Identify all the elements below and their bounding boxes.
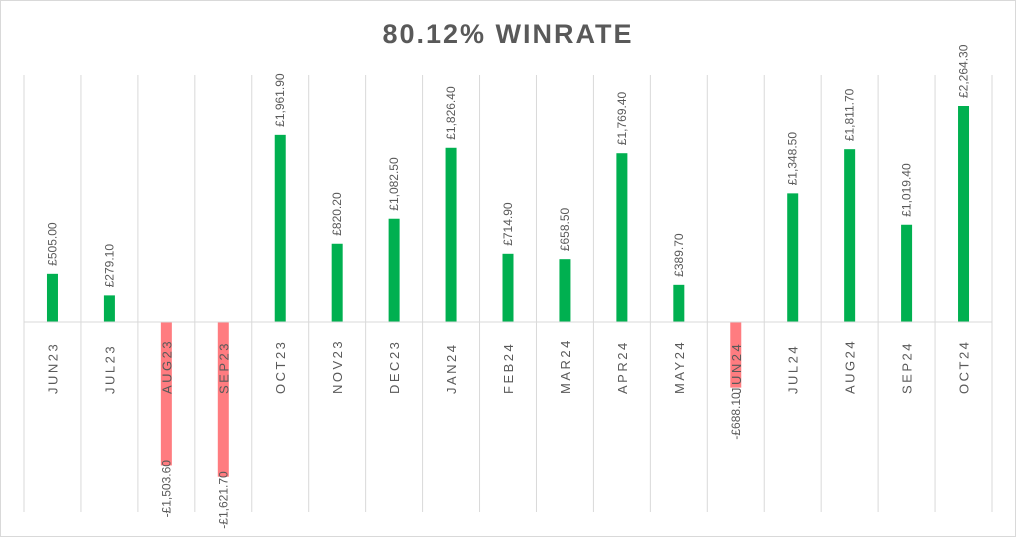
category-label: OCT24 <box>957 340 972 394</box>
value-label: -£1,503.60 <box>159 460 173 518</box>
bar-jul23 <box>103 295 115 322</box>
category-label: DEC23 <box>387 340 402 394</box>
value-label: £1,961.90 <box>273 73 287 127</box>
category-label: JUN23 <box>45 342 60 394</box>
bar-apr24 <box>616 153 628 322</box>
category-label: SEP24 <box>900 341 915 394</box>
bar-sep24 <box>901 224 913 322</box>
bar-aug24 <box>844 149 856 322</box>
bar-jul24 <box>787 193 799 322</box>
bar-oct24 <box>958 106 970 322</box>
category-label: APR24 <box>615 340 630 394</box>
chart-title: 80.12% WINRATE <box>382 19 634 49</box>
value-label: £279.10 <box>102 244 116 288</box>
category-label: NOV23 <box>330 339 345 394</box>
value-label: -£1,621.70 <box>216 471 230 529</box>
category-label: SEP23 <box>216 341 231 394</box>
bar-jun24 <box>730 322 742 388</box>
bar-nov23 <box>331 243 343 322</box>
value-label: £389.70 <box>672 233 686 277</box>
value-label: £1,348.50 <box>786 132 800 186</box>
value-label: £658.50 <box>558 207 572 251</box>
value-label: £1,082.50 <box>387 157 401 211</box>
value-label: £1,769.40 <box>615 91 629 145</box>
bar-jun23 <box>46 273 58 322</box>
bar-sep23 <box>217 322 229 477</box>
category-label: OCT23 <box>273 340 288 394</box>
bar-feb24 <box>502 253 514 322</box>
category-label: FEB24 <box>501 342 516 394</box>
bar-mar24 <box>559 259 571 322</box>
category-label: AUG23 <box>159 339 174 394</box>
value-label: £714.90 <box>501 202 515 246</box>
category-label: JUL24 <box>786 344 801 394</box>
value-label: -£688.10 <box>729 392 743 440</box>
category-label: JUL23 <box>102 344 117 394</box>
value-label: £1,811.70 <box>843 88 857 141</box>
bar-aug23 <box>160 322 172 466</box>
value-label: £505.00 <box>45 222 59 266</box>
category-label: AUG24 <box>843 339 858 394</box>
value-label: £1,019.40 <box>900 163 914 217</box>
bar-may24 <box>673 284 685 322</box>
bar-dec23 <box>388 218 400 322</box>
bar-oct23 <box>274 134 286 322</box>
bar-jan24 <box>445 147 457 322</box>
category-label: MAR24 <box>558 338 573 394</box>
category-label: JAN24 <box>444 342 459 394</box>
value-label: £1,826.40 <box>444 86 458 140</box>
value-label: £820.20 <box>330 192 344 236</box>
category-label: JUN24 <box>729 342 744 394</box>
value-label: £2,264.30 <box>957 44 971 98</box>
category-label: MAY24 <box>672 340 687 394</box>
